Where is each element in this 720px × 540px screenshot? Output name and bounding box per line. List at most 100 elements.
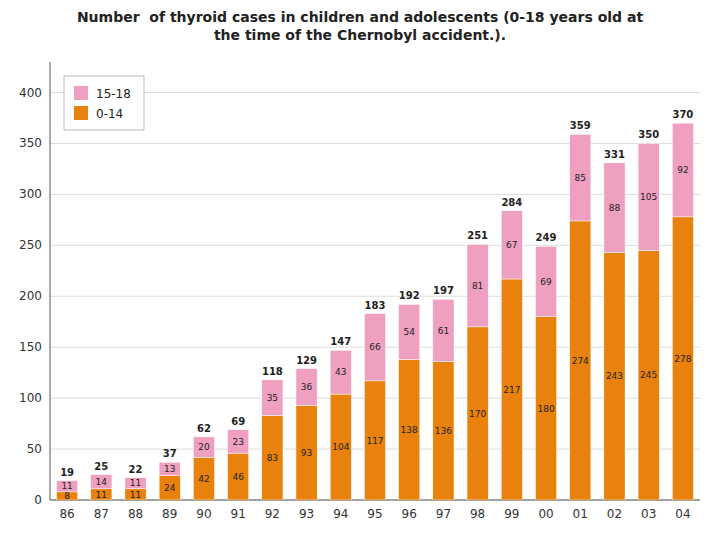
- data-label: 217: [503, 385, 520, 395]
- grid-line: [50, 296, 700, 297]
- total-label: 359: [570, 120, 591, 131]
- bar-segment: [364, 381, 385, 500]
- x-tick-label: 96: [402, 507, 417, 521]
- data-label: 20: [198, 442, 210, 452]
- total-label: 249: [536, 232, 557, 243]
- data-label: 136: [435, 426, 452, 436]
- bar-segment: [433, 299, 454, 361]
- data-label: 69: [540, 277, 552, 287]
- data-label: 11: [96, 490, 107, 500]
- total-label: 37: [163, 448, 177, 459]
- title: Number of thyroid cases in children and …: [77, 9, 644, 43]
- total-label: 251: [467, 230, 488, 241]
- legend-swatch: [74, 86, 88, 100]
- bar-segment: [467, 327, 488, 500]
- legend-swatch: [74, 106, 88, 120]
- x-tick-label: 03: [641, 507, 656, 521]
- bar-segment: [228, 453, 249, 500]
- total-label: 118: [262, 366, 283, 377]
- bar-segment: [672, 123, 693, 217]
- legend-label: 0-14: [96, 107, 123, 121]
- data-label: 245: [640, 370, 657, 380]
- bar-segment: [638, 250, 659, 500]
- data-label: 92: [677, 165, 688, 175]
- total-label: 62: [197, 423, 211, 434]
- data-label: 11: [61, 481, 72, 491]
- data-label: 23: [232, 437, 243, 447]
- total-label: 192: [399, 290, 420, 301]
- data-label: 243: [606, 371, 623, 381]
- bar-segment: [433, 361, 454, 500]
- data-label: 170: [469, 409, 486, 419]
- bar-segment: [159, 462, 180, 475]
- title-line: Number of thyroid cases in children and …: [77, 9, 644, 25]
- bar-segment: [91, 489, 112, 500]
- bar-segment: [501, 279, 522, 500]
- bar-segment: [159, 476, 180, 500]
- data-label: 93: [301, 448, 312, 458]
- grid-line: [50, 92, 700, 93]
- y-tick-label: 300: [19, 187, 42, 201]
- total-label: 147: [330, 336, 351, 347]
- x-tick-label: 94: [333, 507, 348, 521]
- data-label: 274: [572, 356, 589, 366]
- bar-segment: [125, 489, 146, 500]
- total-label: 350: [638, 129, 659, 140]
- bar-segment: [501, 211, 522, 279]
- data-label: 117: [366, 436, 383, 446]
- data-label: 43: [335, 367, 346, 377]
- bar-segment: [604, 163, 625, 253]
- total-label: 370: [672, 109, 693, 120]
- x-tick-label: 87: [94, 507, 109, 521]
- data-label: 36: [301, 382, 313, 392]
- bar-segment: [399, 304, 420, 359]
- data-label: 61: [438, 326, 449, 336]
- x-tick-label: 95: [367, 507, 382, 521]
- bar-segment: [570, 134, 591, 221]
- data-label: 105: [640, 192, 657, 202]
- grid-line: [50, 194, 700, 195]
- data-label: 104: [332, 442, 349, 452]
- total-label: 284: [501, 197, 522, 208]
- total-label: 331: [604, 149, 625, 160]
- data-label: 11: [130, 490, 141, 500]
- x-tick-label: 02: [607, 507, 622, 521]
- bar-segment: [125, 478, 146, 489]
- y-tick-label: 150: [19, 340, 42, 354]
- data-label: 85: [575, 173, 586, 183]
- total-label: 183: [365, 300, 386, 311]
- bar-segment: [57, 481, 78, 492]
- x-tick-label: 99: [504, 507, 519, 521]
- bar-segment: [535, 317, 556, 500]
- bars: [57, 123, 694, 500]
- data-label: 35: [267, 393, 278, 403]
- x-tick-label: 98: [470, 507, 485, 521]
- y-tick-label: 50: [27, 442, 42, 456]
- data-label: 88: [609, 203, 621, 213]
- bar-segment: [570, 221, 591, 500]
- x-tick-label: 93: [299, 507, 314, 521]
- data-label: 81: [472, 281, 483, 291]
- y-tick-label: 400: [19, 86, 42, 100]
- bar-segment: [262, 380, 283, 416]
- y-axis-line: [50, 62, 51, 500]
- x-tick-label: 00: [538, 507, 553, 521]
- bar-segment: [399, 359, 420, 500]
- bar-segment: [91, 475, 112, 489]
- bar-segment: [193, 437, 214, 457]
- bar-segment: [193, 457, 214, 500]
- chart-container: Number of thyroid cases in children and …: [0, 0, 720, 540]
- x-tick-label: 04: [675, 507, 690, 521]
- x-tick-label: 91: [231, 507, 246, 521]
- data-label: 66: [369, 342, 381, 352]
- bar-segment: [638, 143, 659, 250]
- legend-frame: [64, 76, 144, 130]
- bar-segment: [535, 246, 556, 316]
- title-line: the time of the Chernobyl accident.).: [214, 27, 506, 43]
- y-tick-label: 100: [19, 391, 42, 405]
- data-label: 42: [198, 474, 209, 484]
- y-tick-label: 0: [34, 493, 42, 507]
- grid: [50, 93, 700, 500]
- x-tick-label: 97: [436, 507, 451, 521]
- bar-segment: [262, 415, 283, 500]
